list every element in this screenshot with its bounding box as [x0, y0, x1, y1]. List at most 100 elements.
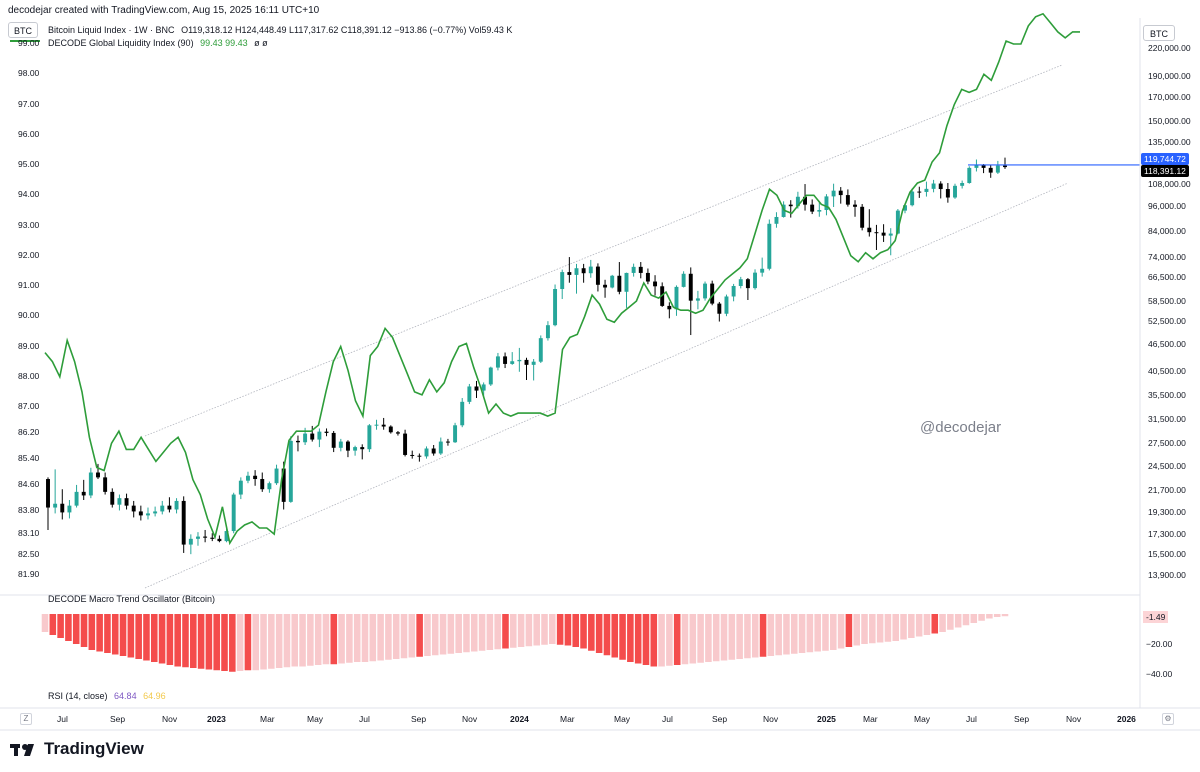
- left-scale-tag[interactable]: BTC: [8, 22, 38, 38]
- oscillator-bar: [229, 614, 236, 672]
- right-scale-label: BTC: [1150, 29, 1168, 39]
- osc-tick-20: −20.00: [1146, 639, 1173, 649]
- candle-body: [617, 275, 622, 292]
- oscillator-bar: [931, 614, 939, 634]
- candle-body: [246, 475, 250, 481]
- left-axis-tick: 93.00: [18, 219, 40, 230]
- oscillator-bar: [439, 614, 447, 655]
- candle-body: [310, 433, 315, 440]
- right-axis-tick: 96,000.00: [1148, 201, 1186, 211]
- candle-body: [653, 281, 658, 287]
- right-axis-tick: 58,500.00: [1148, 296, 1186, 306]
- oscillator-bar: [986, 614, 993, 619]
- candle-body: [503, 356, 508, 364]
- candle-body: [495, 356, 500, 368]
- right-axis-tick: 21,700.00: [1148, 485, 1186, 495]
- oscillator-title[interactable]: DECODE Macro Trend Oscillator (Bitcoin): [48, 594, 216, 604]
- oscillator-bar: [57, 614, 64, 638]
- indicator-extra: ø ø: [254, 38, 268, 48]
- oscillator-bar: [712, 614, 720, 662]
- oscillator-bar: [478, 614, 486, 651]
- candle-body: [260, 479, 265, 490]
- last-price-tag: 118,391.12: [1141, 164, 1189, 177]
- right-axis-tick: 24,500.00: [1148, 461, 1186, 471]
- oscillator-bar: [424, 614, 431, 656]
- oscillator-bar: [697, 614, 704, 663]
- time-axis-tick: Sep: [110, 714, 126, 724]
- candle-body: [345, 441, 350, 451]
- oscillator-bar: [853, 614, 860, 646]
- oscillator-bar: [876, 614, 884, 643]
- oscillator-bar: [705, 614, 712, 662]
- settings-gear-icon[interactable]: ⚙: [1162, 713, 1174, 725]
- right-axis-tick: 19,300.00: [1148, 507, 1186, 517]
- candle-body: [331, 432, 336, 448]
- symbol-name[interactable]: Bitcoin Liquid Index · 1W · BNC: [48, 25, 175, 35]
- osc-current-tag: -1.49: [1143, 611, 1169, 623]
- candle-body: [417, 455, 422, 457]
- candle-body: [424, 448, 429, 457]
- oscillator-bar: [330, 614, 338, 665]
- oscillator-bar: [104, 614, 111, 653]
- candle-body: [710, 283, 715, 304]
- time-axis-tick: Sep: [1014, 714, 1030, 724]
- candle-body: [324, 431, 329, 433]
- indicator-name[interactable]: DECODE Global Liquidity Index (90): [48, 38, 194, 48]
- oscillator-bar: [221, 614, 228, 671]
- oscillator-bar: [392, 614, 400, 659]
- right-axis-tick: 13,900.00: [1148, 570, 1186, 580]
- oscillator-bar: [556, 614, 564, 645]
- candle-body: [903, 205, 907, 211]
- candle-body: [138, 511, 143, 516]
- candle-body: [253, 475, 258, 480]
- oscillator-bar: [486, 614, 494, 650]
- candle-body: [110, 491, 115, 505]
- candle-body: [474, 386, 479, 391]
- tradingview-logo-icon: [10, 744, 34, 756]
- oscillator-bar: [923, 614, 931, 635]
- left-scale-label: BTC: [14, 26, 32, 36]
- channel-upper-line: [144, 64, 1063, 437]
- candle-body: [631, 266, 636, 273]
- time-axis-tick: May: [914, 714, 931, 724]
- oscillator-bar: [190, 614, 197, 668]
- left-axis-tick: 86.20: [18, 427, 40, 437]
- oscillator-bar: [580, 614, 587, 649]
- oscillator-bar: [65, 614, 72, 641]
- oscillator-bar: [720, 614, 728, 661]
- oscillator-bar: [88, 614, 96, 650]
- candle-body: [817, 209, 822, 212]
- right-axis-tick: 108,000.00: [1148, 179, 1191, 189]
- candle-body: [460, 401, 465, 426]
- oscillator-bar: [346, 614, 353, 663]
- rsi-value-2: 64.96: [143, 691, 166, 701]
- oscillator-bar: [96, 614, 103, 652]
- candle-body: [317, 431, 322, 440]
- left-axis-tick: 91.00: [18, 280, 40, 290]
- right-scale-tag[interactable]: BTC: [1143, 25, 1175, 41]
- right-axis-tick: 135,000.00: [1148, 137, 1191, 147]
- candle-body: [838, 190, 843, 196]
- candle-body: [960, 182, 965, 186]
- oscillator-bar: [143, 614, 150, 661]
- time-axis-tick: Nov: [763, 714, 779, 724]
- candle-body: [553, 289, 558, 326]
- oscillator-bar: [431, 614, 439, 656]
- left-axis-tick: 96.00: [18, 128, 40, 139]
- candle-body: [146, 513, 150, 516]
- zoom-icon[interactable]: Z: [20, 713, 32, 725]
- candle-body: [81, 491, 86, 496]
- oscillator-bar: [962, 614, 970, 626]
- oscillator-bar: [463, 614, 470, 653]
- oscillator-bar: [837, 614, 845, 649]
- left-axis-tick: 99.00: [18, 38, 40, 48]
- left-axis-tick: 98.00: [18, 68, 40, 79]
- time-axis-tick: Jul: [966, 714, 977, 724]
- rsi-title[interactable]: RSI (14, close): [48, 691, 108, 701]
- candle-body: [681, 273, 686, 287]
- oscillator-bar: [869, 614, 876, 644]
- oscillator-bar: [939, 614, 946, 632]
- time-axis-tick: 2025: [817, 714, 836, 724]
- time-axis-tick: Sep: [712, 714, 728, 724]
